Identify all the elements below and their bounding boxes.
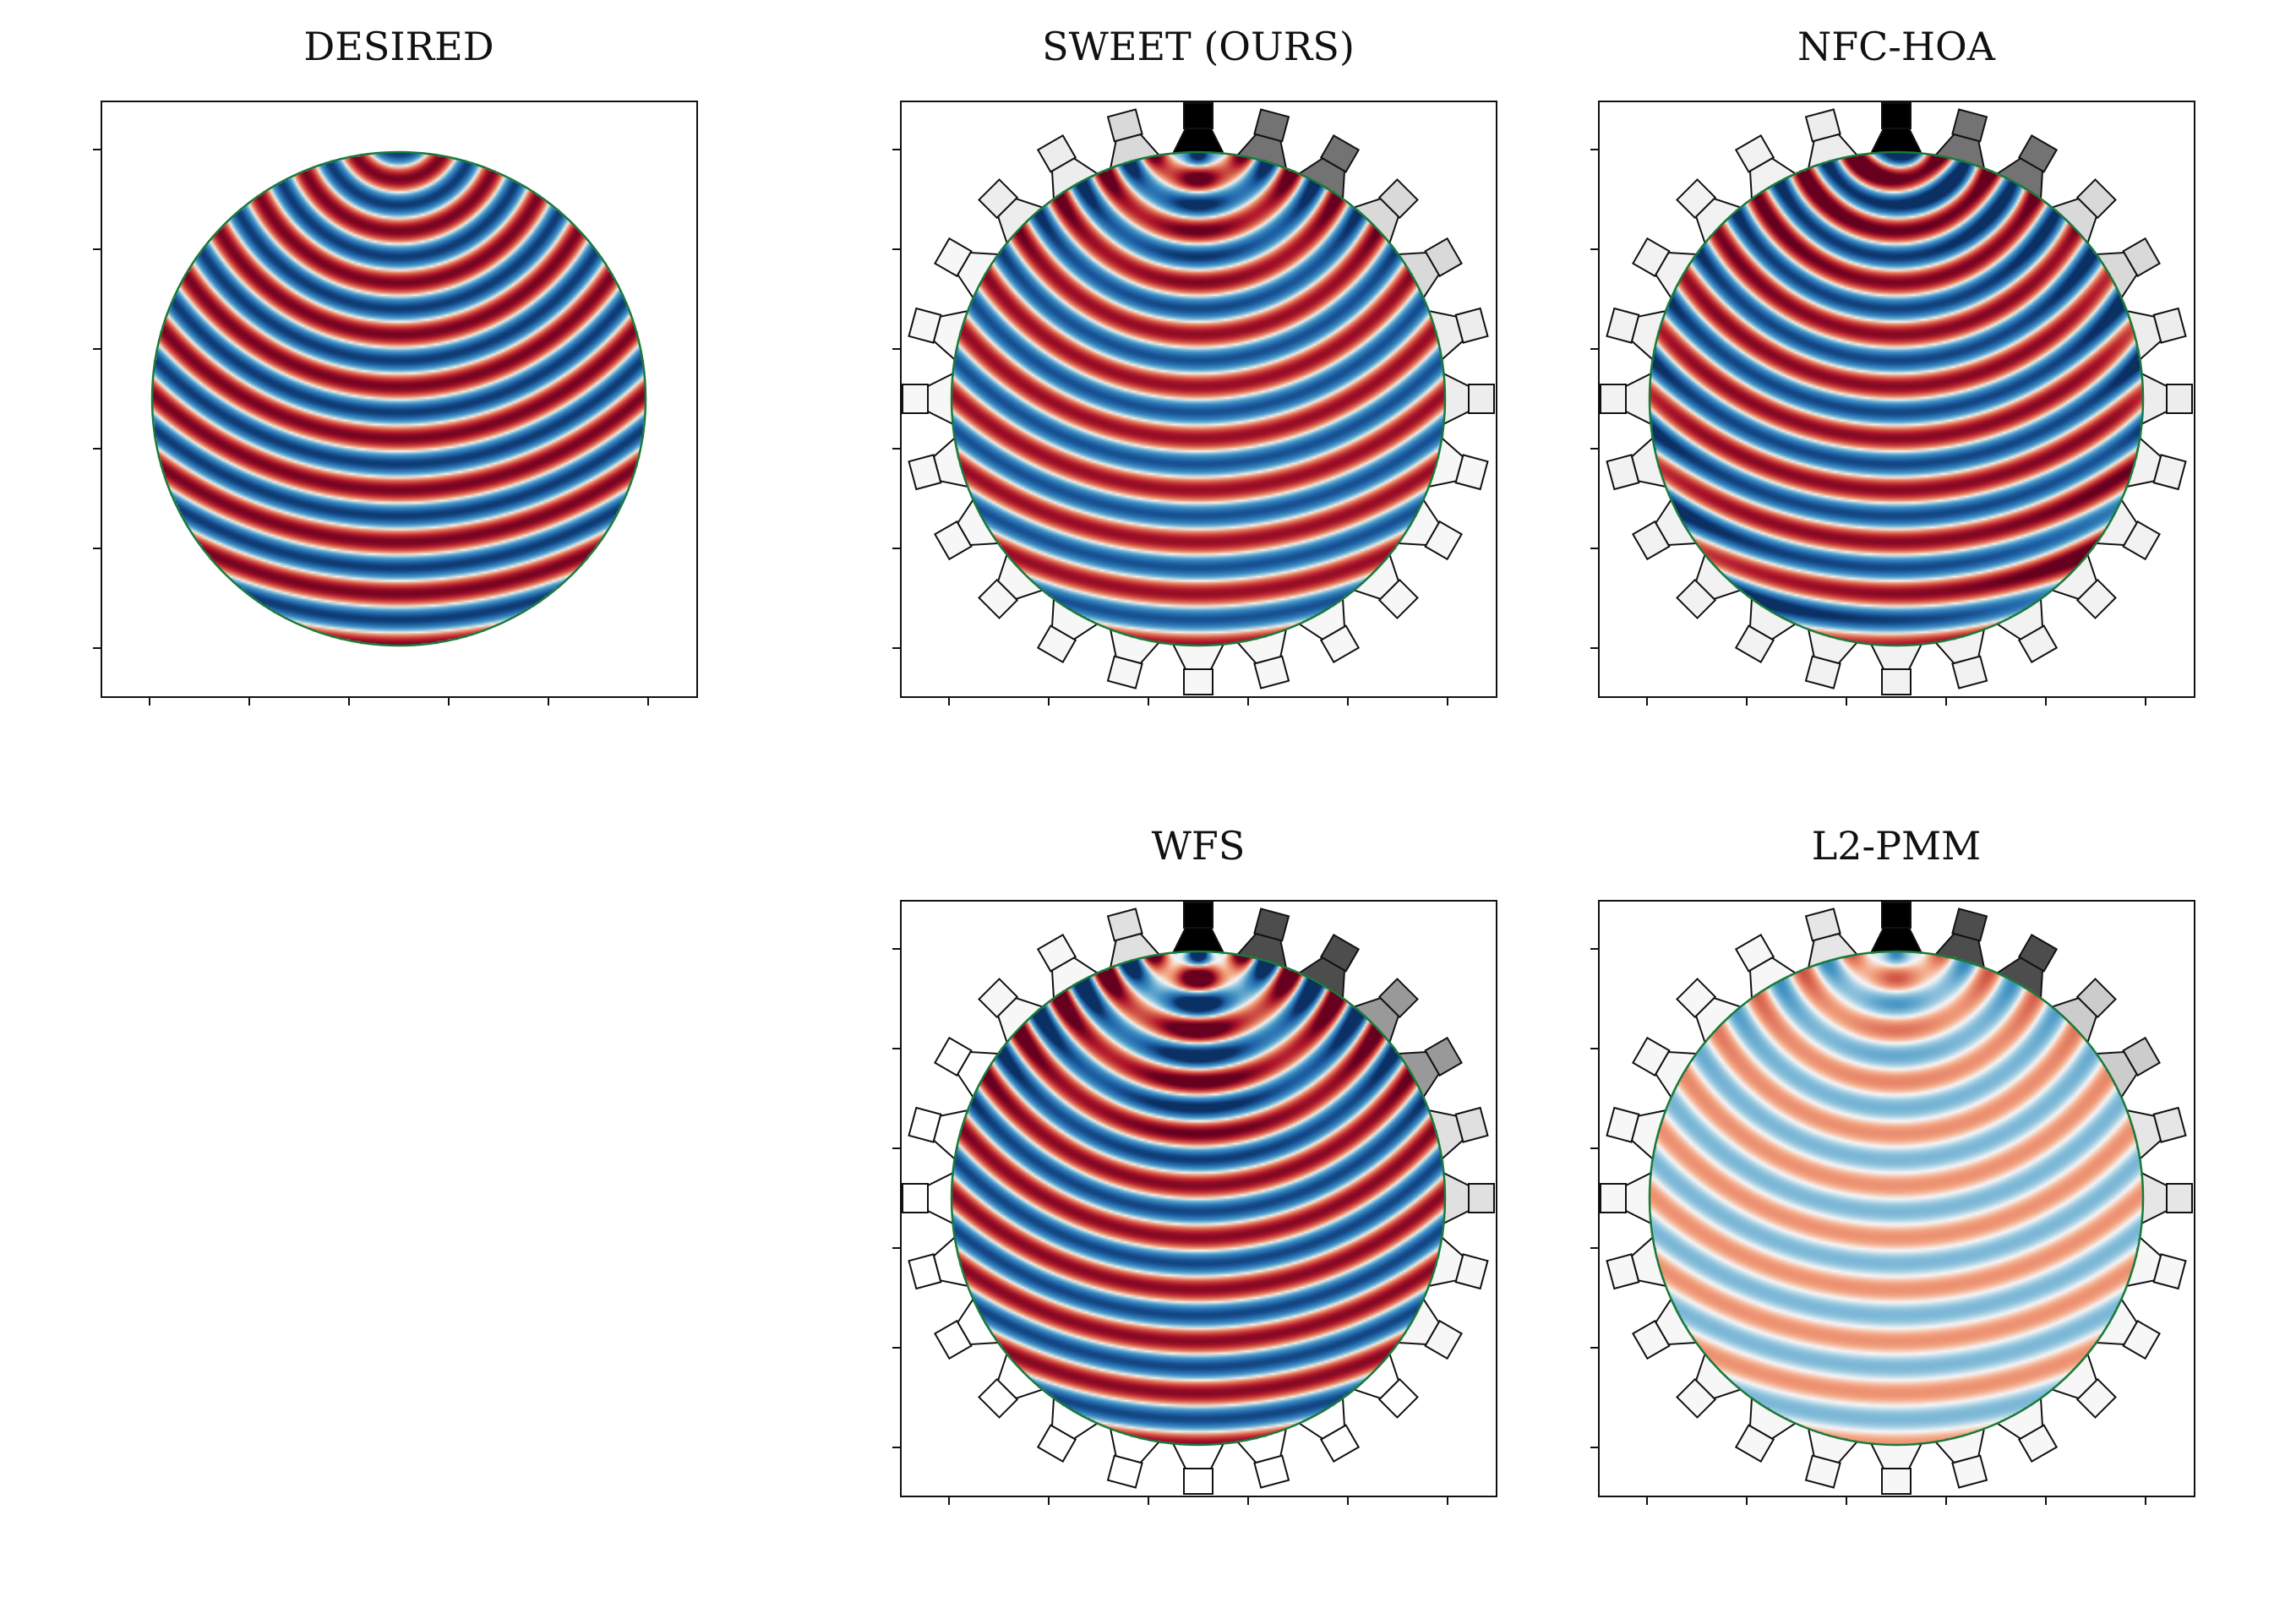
- loudspeaker: [1869, 902, 1923, 954]
- loudspeaker: [1171, 902, 1225, 954]
- loudspeaker: [902, 372, 954, 426]
- loudspeaker: [2141, 372, 2193, 426]
- loudspeaker: [1442, 372, 1495, 426]
- ticks-nfc-hoa: [1590, 149, 2146, 706]
- panel-title-desired: DESIRED: [303, 24, 494, 69]
- loudspeaker: [1171, 1442, 1225, 1495]
- region-outline-l2-pmm: [1648, 950, 2145, 1447]
- ticks-desired: [93, 149, 649, 706]
- loudspeaker: [2141, 1171, 2193, 1225]
- loudspeaker: [1171, 102, 1225, 155]
- panel-title-nfc-hoa: NFC-HOA: [1797, 24, 1996, 69]
- ticks-sweet: [892, 149, 1448, 706]
- region-outline-nfc-hoa: [1648, 150, 2145, 647]
- region-outline-wfs: [950, 950, 1447, 1447]
- panel-l2-pmm: L2-PMM: [1590, 823, 2195, 1505]
- sound-field-nfc-hoa: [1650, 152, 2143, 646]
- loudspeaker: [1869, 643, 1923, 695]
- panel-sweet: SWEET (OURS): [892, 24, 1497, 706]
- axes-frame-nfc-hoa: [1598, 101, 2195, 698]
- loudspeaker: [1600, 1171, 1652, 1225]
- loudspeaker: [1869, 102, 1923, 155]
- sound-field-desired: [152, 152, 646, 646]
- axes-frame-l2-pmm: [1598, 900, 2195, 1497]
- panel-title-l2-pmm: L2-PMM: [1812, 823, 1982, 869]
- sound-field-l2-pmm: [1650, 951, 2143, 1445]
- sound-field-wfs: [952, 951, 1445, 1445]
- axes-frame-desired: [101, 101, 698, 698]
- panel-desired: DESIRED: [93, 24, 698, 706]
- panel-wfs: WFS: [892, 823, 1497, 1505]
- loudspeaker: [1171, 643, 1225, 695]
- ticks-l2-pmm: [1590, 948, 2146, 1505]
- loudspeaker: [1442, 1171, 1495, 1225]
- axes-frame-wfs: [900, 900, 1497, 1497]
- sound-field-sweet: [952, 152, 1445, 646]
- panel-title-sweet: SWEET (OURS): [1042, 24, 1355, 69]
- ticks-wfs: [892, 948, 1448, 1505]
- panel-nfc-hoa: NFC-HOA: [1590, 24, 2195, 706]
- loudspeaker: [1106, 908, 1161, 970]
- region-outline-sweet: [950, 150, 1447, 647]
- panel-title-wfs: WFS: [1152, 823, 1246, 869]
- axes-frame-sweet: [900, 101, 1497, 698]
- region-outline-desired: [150, 150, 647, 647]
- loudspeaker: [1869, 1442, 1923, 1495]
- loudspeaker: [902, 1171, 954, 1225]
- loudspeaker: [1426, 436, 1489, 491]
- loudspeaker: [1600, 372, 1652, 426]
